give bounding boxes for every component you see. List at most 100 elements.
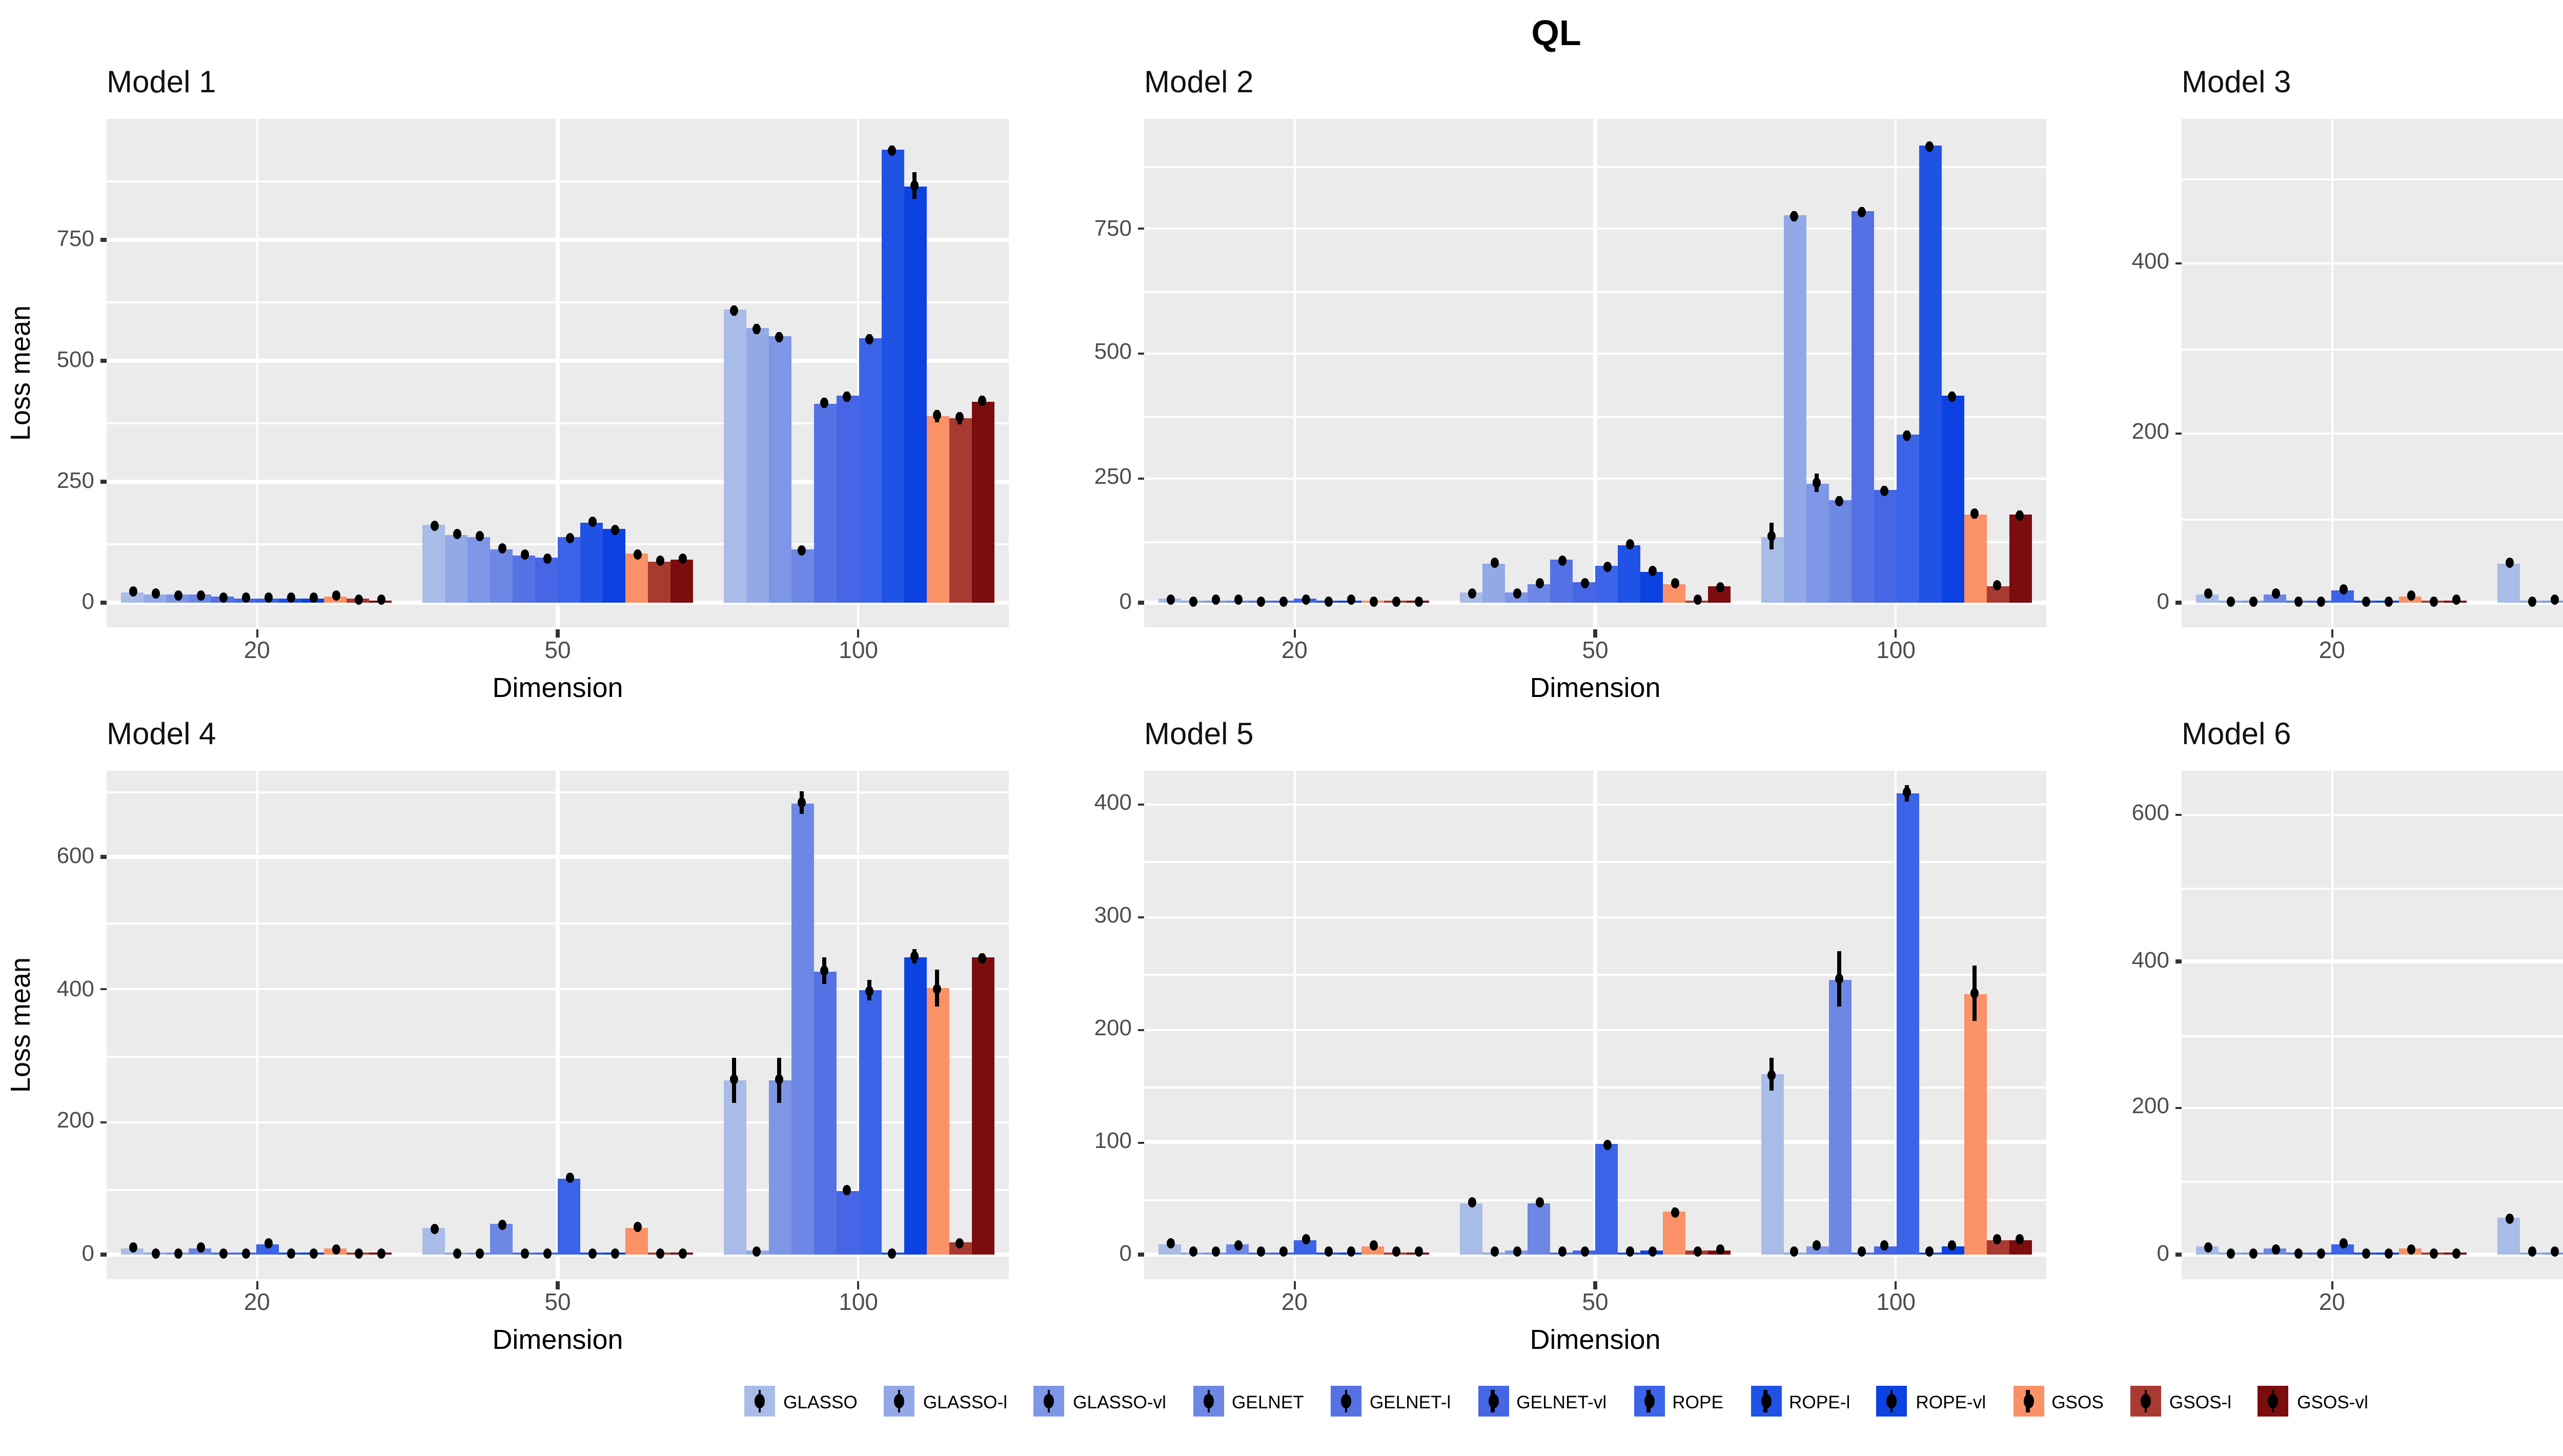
mean-point: [933, 411, 942, 421]
bar-ROPE-20: [2332, 1243, 2355, 1255]
mean-point: [2505, 1213, 2513, 1223]
mean-point: [565, 532, 573, 543]
legend: GLASSO GLASSO-l GLASSO-vl GELNET GELNET-l GEL…: [0, 1386, 2563, 1417]
bar-ROPE-50: [558, 537, 580, 603]
x-axis-title: Dimension: [1530, 672, 1661, 703]
gridline-vertical: [1594, 771, 1597, 1279]
bar-GSOS-100: [1963, 993, 1986, 1255]
bar-GELNET-l-100: [1850, 211, 1874, 603]
x-tick-mark: [1895, 629, 1897, 637]
mean-point: [2226, 1248, 2235, 1259]
x-tick-mark: [255, 1281, 258, 1288]
gridline-vertical: [556, 771, 559, 1279]
mean-point: [1166, 593, 1175, 604]
mean-point: [752, 323, 761, 334]
mean-point: [2316, 596, 2325, 606]
mean-point: [2316, 1248, 2325, 1259]
mean-point: [2226, 596, 2235, 606]
mean-point: [354, 593, 363, 604]
bar-GSOS-vl-100: [971, 958, 994, 1255]
bar-GLASSO-l-50: [445, 534, 467, 603]
bar-GELNET-50: [490, 548, 513, 603]
mean-point: [865, 986, 874, 996]
x-tick-mark: [1293, 1281, 1296, 1288]
gridline-minor: [2182, 178, 2563, 180]
bar-GELNET-l-50: [513, 555, 535, 603]
x-tick-label: 20: [243, 640, 270, 664]
mean-point: [1625, 1247, 1633, 1258]
legend-label: GLASSO-vl: [1073, 1391, 1166, 1411]
mean-point: [475, 1248, 483, 1259]
y-tick-label: 500: [56, 348, 94, 373]
legend-key-icon: [2258, 1386, 2289, 1417]
bar-ROPE-l-50: [580, 522, 603, 603]
mean-point: [1625, 540, 1633, 550]
legend-pointrange-dot: [1488, 1393, 1498, 1409]
bar-ROPE-vl-100: [903, 186, 926, 603]
y-tick-label: 250: [56, 469, 94, 494]
gridline-vertical: [2330, 119, 2333, 627]
mean-point: [1835, 495, 1844, 506]
mean-point: [1557, 1247, 1565, 1258]
mean-point: [1835, 974, 1844, 985]
mean-point: [798, 797, 806, 808]
y-tick-mark: [99, 1253, 106, 1256]
x-tick-mark: [556, 1281, 559, 1288]
x-tick-mark: [2330, 629, 2333, 637]
gridline-minor: [2182, 888, 2563, 890]
y-tick-mark: [1137, 1028, 1143, 1031]
mean-point: [219, 1248, 228, 1259]
mean-point: [888, 145, 897, 155]
mean-point: [1790, 211, 1799, 221]
mean-point: [1211, 594, 1220, 605]
facet-model-1: Model 1 0 250 500 750 20 50 100 Dimension Loss me…: [0, 66, 1038, 703]
mean-point: [633, 548, 641, 559]
legend-item-gelnet: GELNET: [1193, 1386, 1304, 1417]
mean-point: [1490, 1247, 1498, 1258]
mean-point: [1925, 1247, 1934, 1258]
legend-label: GELNET-vl: [1516, 1391, 1607, 1411]
bar-GSOS-100: [1963, 514, 1986, 603]
legend-key-icon: [1193, 1386, 1224, 1417]
mean-point: [1392, 1247, 1400, 1258]
legend-label: GELNET-l: [1369, 1391, 1451, 1411]
mean-point: [1767, 531, 1776, 542]
plot-panel: [2182, 771, 2563, 1279]
legend-label: GSOS-l: [2169, 1391, 2232, 1411]
mean-point: [2384, 1248, 2393, 1259]
x-tick-mark: [857, 1281, 860, 1288]
bar-GLASSO-vl-100: [1805, 483, 1828, 603]
x-tick-mark: [1293, 629, 1296, 637]
x-tick-label: 20: [2318, 640, 2345, 664]
y-tick-mark: [1137, 601, 1143, 604]
mean-point: [2527, 1246, 2535, 1257]
mean-point: [174, 1248, 182, 1259]
mean-point: [1767, 1069, 1776, 1080]
legend-key-icon: [1034, 1386, 1065, 1417]
mean-point: [843, 1185, 851, 1196]
legend-item-glasso-vl: GLASSO-vl: [1034, 1386, 1166, 1417]
facet-title: Model 1: [107, 66, 216, 100]
bar-GSOS-50: [625, 553, 648, 603]
mean-point: [196, 590, 205, 601]
x-tick-mark: [1895, 1281, 1897, 1288]
mean-point: [497, 1219, 505, 1229]
y-tick-mark: [2174, 262, 2181, 264]
mean-point: [1880, 1240, 1889, 1251]
mean-point: [2452, 1248, 2460, 1259]
bar-ROPE-vl-100: [1941, 396, 1964, 603]
gridline-major: [2182, 960, 2563, 963]
mean-point: [129, 1243, 137, 1254]
facet-model-4: Model 4 0 200 400 600 20 50 100 Dimension Loss me…: [0, 717, 1038, 1355]
bar-GLASSO-100: [1760, 1074, 1783, 1255]
x-axis-title: Dimension: [1530, 1324, 1661, 1355]
bar-GELNET-vl-50: [535, 558, 558, 603]
y-tick-label: 0: [1119, 590, 1132, 615]
x-tick-label: 100: [839, 1291, 878, 1316]
mean-point: [678, 1247, 686, 1258]
mean-point: [1715, 581, 1723, 592]
mean-point: [2550, 1246, 2558, 1257]
gridline-minor: [2182, 348, 2563, 350]
bar-ROPE-vl-100: [903, 956, 926, 1255]
